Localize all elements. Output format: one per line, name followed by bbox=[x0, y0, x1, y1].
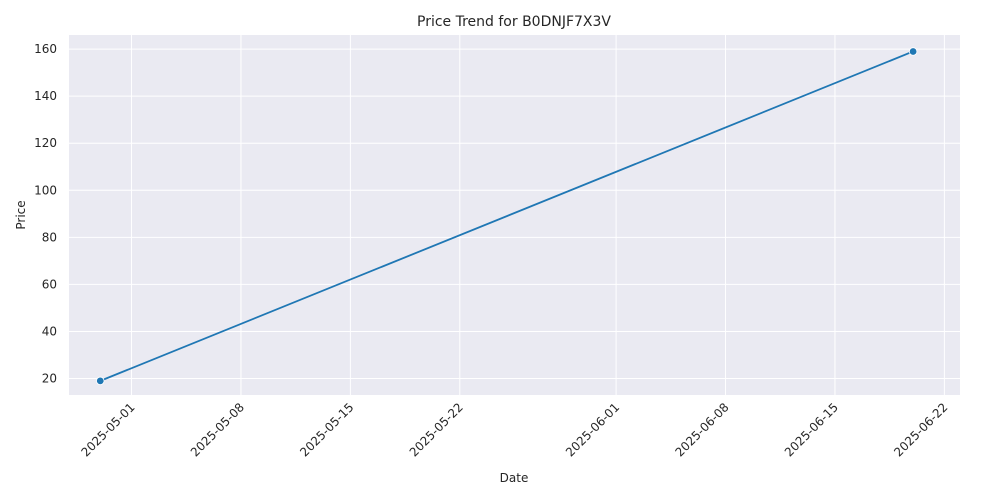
y-tick-label: 100 bbox=[34, 183, 57, 197]
chart-title: Price Trend for B0DNJF7X3V bbox=[417, 14, 611, 30]
y-tick-label: 80 bbox=[42, 230, 57, 244]
x-tick-label: 2025-05-08 bbox=[188, 400, 247, 459]
x-tick-labels: 2025-05-01 2025-05-08 2025-05-15 2025-05-22… bbox=[78, 400, 950, 459]
x-tick-label: 2025-06-15 bbox=[782, 400, 841, 459]
y-tick-label: 60 bbox=[42, 277, 57, 291]
x-tick-label: 2025-06-22 bbox=[891, 400, 950, 459]
y-tick-label: 40 bbox=[42, 324, 57, 338]
data-point bbox=[96, 376, 105, 386]
data-point bbox=[908, 47, 918, 56]
x-axis-label: Date bbox=[500, 471, 529, 485]
x-gridlines bbox=[131, 35, 945, 395]
x-tick-label: 2025-05-01 bbox=[78, 400, 137, 459]
y-axis-label: Price bbox=[14, 200, 28, 229]
x-tick-label: 2025-05-15 bbox=[297, 400, 356, 459]
y-tick-labels: 20 40 60 80 100 120 140 160 bbox=[34, 42, 57, 385]
x-tick-label: 2025-06-01 bbox=[563, 400, 622, 459]
plot-background bbox=[69, 35, 960, 395]
x-tick-label: 2025-06-08 bbox=[672, 400, 731, 459]
y-tick-label: 20 bbox=[42, 372, 57, 386]
series-layer bbox=[96, 47, 918, 386]
y-gridlines bbox=[69, 48, 960, 380]
series-line bbox=[99, 50, 914, 382]
y-tick-label: 140 bbox=[34, 89, 57, 103]
y-tick-label: 120 bbox=[34, 136, 57, 150]
x-tick-label: 2025-05-22 bbox=[407, 400, 466, 459]
y-tick-label: 160 bbox=[34, 42, 57, 56]
